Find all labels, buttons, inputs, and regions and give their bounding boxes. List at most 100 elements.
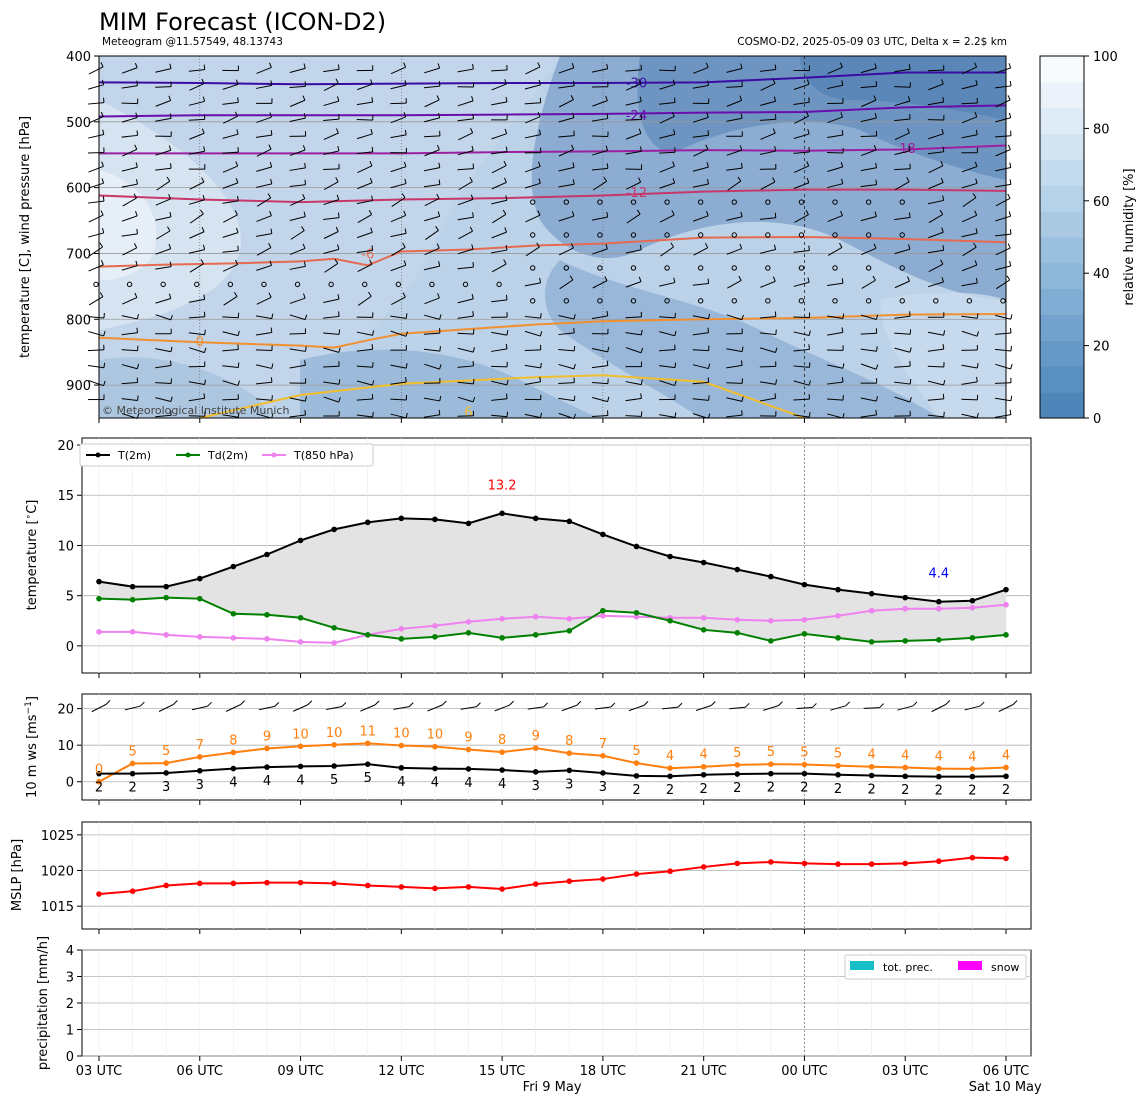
barb-shaft [558,117,575,123]
barb-shaft [457,266,474,270]
barb-flag [874,211,877,217]
barb-shaft [191,705,208,711]
barb-shaft [928,213,943,224]
surface-wind-barb [259,701,280,711]
colorbar-frame [1039,55,1085,419]
wind-barb [188,96,206,106]
barb-shaft [255,315,272,320]
wind-barb [524,344,542,351]
wind-barb [994,80,1012,89]
wind-barb [525,210,541,223]
barb-flag [707,327,710,333]
barb-flag [269,62,272,68]
barb-flag [237,245,239,251]
barb-flag [1008,112,1012,118]
barb-shaft [457,415,474,417]
barb-flag [506,330,509,336]
barb-flag [739,145,743,151]
barb-flag [503,177,507,183]
barb-shaft [860,414,877,418]
barb-shaft [491,263,507,273]
barb-shaft [897,705,914,711]
barb-flag [271,313,274,319]
barb-shaft [827,381,844,385]
td2m-point [96,595,102,602]
wind-barb [726,328,743,335]
wind-barb [222,111,239,124]
figure-title: MIM Forecast (ICON-D2) [99,8,386,36]
barb-flag [739,243,743,249]
td2m-point [398,636,405,642]
barb-shaft [659,84,675,90]
barb-shaft [964,705,981,711]
barb-flag [638,78,642,84]
wind-barb [894,410,911,417]
wind-barb [188,411,206,417]
wind-barb [726,410,743,418]
barb-shaft [289,332,306,335]
barb-flag [842,313,845,319]
barb-shaft [121,332,138,336]
t2m-point [768,573,774,580]
wind-barb [256,210,272,222]
barb-shaft [525,214,541,223]
barb-shaft [155,149,171,156]
wind-barb [994,229,1012,237]
barb-flag [909,311,911,317]
isotherm-label: -18 [895,142,916,157]
barb-flag [972,193,977,198]
wind-barb [827,363,845,369]
barb-flag [908,64,911,70]
wind-barb [424,314,442,320]
barb-shaft [356,200,373,205]
barb-shaft [356,414,373,418]
t2m-point [398,515,405,522]
t850-point [499,615,505,622]
barb-flag [371,344,374,350]
barb-flag [906,177,910,182]
barb-shaft [525,246,540,257]
barb-shaft [423,85,440,89]
wind-barb [558,211,575,222]
barb-shaft [423,348,440,352]
wind-barb [591,113,609,122]
wind-barb [255,313,274,320]
barb-shaft [188,118,205,121]
wind-speed-point [969,773,976,780]
barb-shaft [357,165,373,174]
wind-barb [524,178,541,189]
barb-shaft [391,197,406,207]
barb-shaft [692,134,709,138]
calm-marker [933,298,939,304]
wind-barb [255,395,273,401]
wind-barb [323,411,340,417]
barb-flag [640,379,643,385]
wind-barb [726,360,743,369]
barb-flag [337,294,340,300]
barb-shaft [961,214,977,223]
barb-shaft [994,85,1012,89]
surface-wind-barb [763,701,783,711]
wind-barb [491,195,508,205]
barb-shaft [357,182,373,190]
td2m-point [331,625,337,631]
wind-barb [558,162,575,172]
barb-flag [472,64,474,70]
barb-shaft [625,249,642,254]
wind-barb [961,228,978,238]
wind-barb [894,311,911,319]
barb-shaft [659,115,675,124]
barb-flag [341,702,347,707]
wind-barb [558,179,575,188]
wind-barb [659,147,676,154]
barb-flag [269,210,272,216]
barb-shaft [692,215,709,222]
barb-shaft [759,332,776,336]
wind-barb [491,294,508,303]
barb-flag [237,412,240,418]
x-tick-label: 09 UTC [277,1064,323,1079]
barb-shaft [692,398,709,401]
calm-marker [563,199,569,205]
barb-shaft [524,134,541,139]
barb-flag [772,78,776,84]
